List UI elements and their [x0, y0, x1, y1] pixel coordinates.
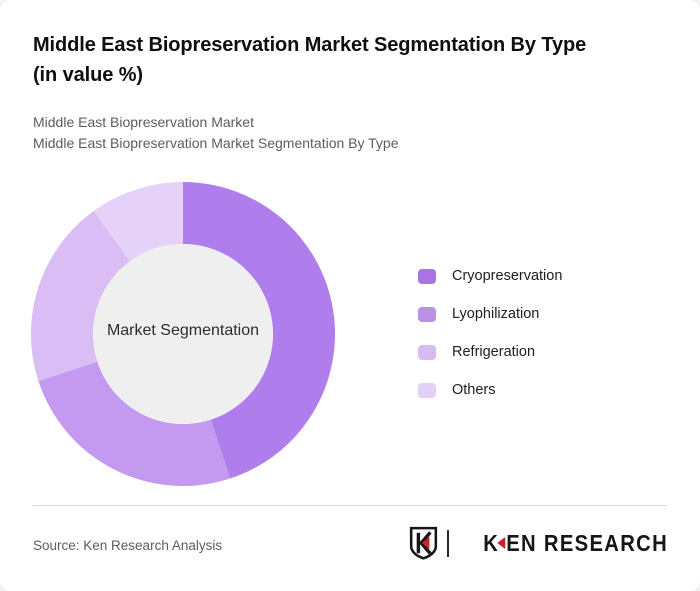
- ken-research-shield-icon: [409, 526, 438, 560]
- pie-slice-cryopreservation[interactable]: [183, 182, 335, 479]
- legend-item-refrigeration[interactable]: Refrigeration: [418, 333, 562, 371]
- donut-center-label: Market Segmentation: [106, 322, 260, 339]
- source-text: Source: Ken Research Analysis: [33, 538, 223, 553]
- wordmark-rest: EN RESEARCH: [506, 529, 668, 556]
- donut-hole: [93, 244, 273, 424]
- logo-separator: [446, 529, 449, 557]
- legend-item-others[interactable]: Others: [418, 371, 562, 409]
- chart-legend: Cryopreservation Lyophilization Refriger…: [418, 257, 562, 409]
- ken-research-logo: K EN RESEARCH: [408, 526, 668, 560]
- legend-swatch-icon: [418, 306, 436, 322]
- footer-divider: [33, 505, 667, 506]
- pie-slice-others[interactable]: [93, 182, 183, 262]
- chart-subtitle: Middle East Biopreservation Market Middl…: [33, 112, 398, 154]
- ken-research-wordmark: K EN RESEARCH: [483, 530, 668, 557]
- legend-label: Others: [452, 382, 496, 398]
- legend-label: Cryopreservation: [452, 268, 563, 284]
- subtitle-line-1: Middle East Biopreservation Market: [33, 114, 254, 130]
- legend-item-lyophilization[interactable]: Lyophilization: [418, 295, 562, 333]
- red-triangle-icon: [497, 537, 506, 549]
- page-title: Middle East Biopreservation Market Segme…: [33, 34, 587, 86]
- wordmark-k: K: [483, 529, 500, 556]
- legend-swatch-icon: [418, 344, 436, 360]
- pie-slice-lyophilization[interactable]: [38, 361, 230, 486]
- legend-label: Lyophilization: [452, 306, 540, 322]
- legend-swatch-icon: [418, 268, 436, 284]
- donut-chart: [30, 182, 335, 486]
- legend-swatch-icon: [418, 382, 436, 398]
- subtitle-line-2: Middle East Biopreservation Market Segme…: [33, 135, 399, 151]
- legend-label: Refrigeration: [452, 344, 536, 360]
- pie-slice-refrigeration[interactable]: [30, 211, 131, 381]
- legend-item-cryopreservation[interactable]: Cryopreservation: [418, 257, 562, 295]
